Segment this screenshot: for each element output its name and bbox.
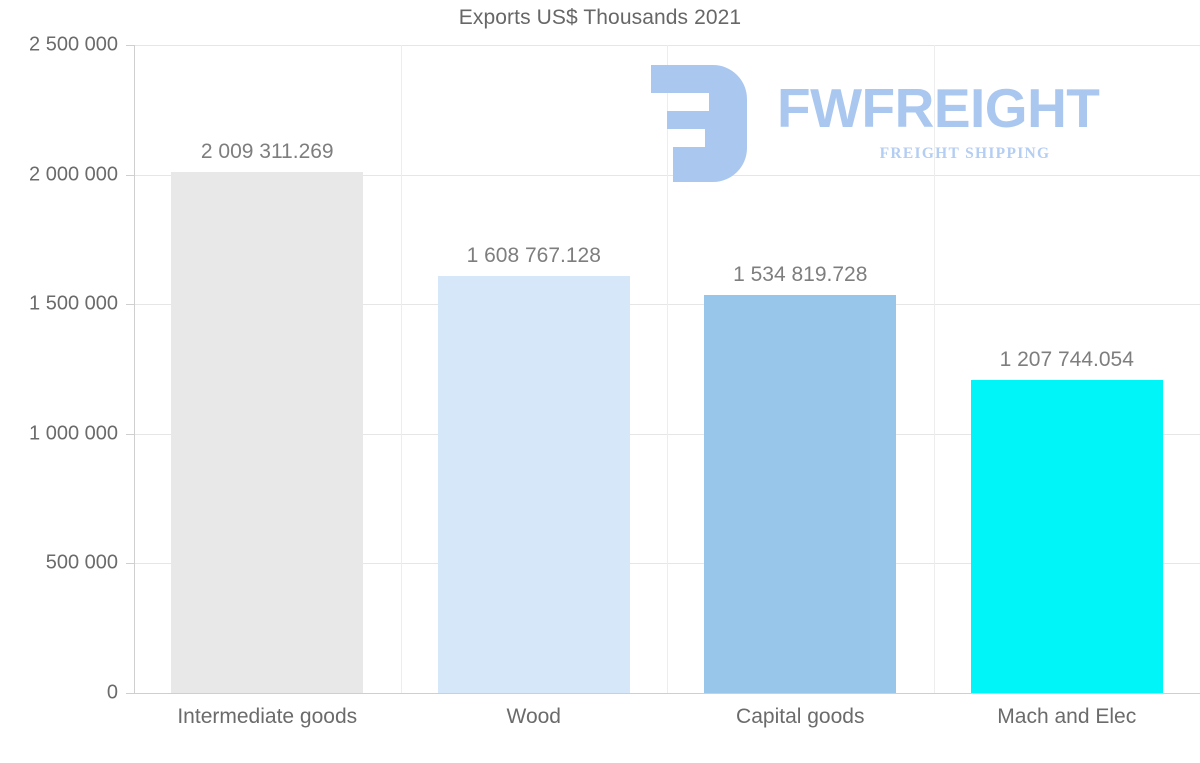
gridline-vertical [934,45,935,693]
chart-title: Exports US$ Thousands 2021 [458,6,742,29]
y-axis-tick-mark [126,174,134,176]
y-axis: 0 500 000 1 000 000 1 500 000 2 000 000 2 500… [0,0,134,763]
y-axis-tick-label: 2 000 000 [29,163,118,186]
y-axis-tick-label: 500 000 [45,551,118,574]
bar-value-label: 2 009 311.269 [200,140,334,164]
gridline-vertical [401,45,402,693]
gridline-horizontal [134,693,1200,694]
bar[interactable] [704,295,897,693]
y-axis-tick-mark [126,45,134,46]
bar-value-label: 1 534 819.728 [733,263,868,287]
plot-area: 2 009 311.269 1 608 767.128 1 534 819.728 1… [134,45,1200,694]
bar-value-label: 1 608 767.128 [466,244,601,267]
x-axis-tick-label: Intermediate goods [177,705,358,728]
y-axis-tick-label: 2 500 000 [29,33,118,56]
y-axis-tick-mark [126,433,134,435]
y-axis-tick-label: 0 [106,681,118,704]
x-axis-tick-label: Mach and Elec [997,705,1137,728]
y-axis-tick-mark [126,563,134,565]
x-axis-tick-label: Wood [506,705,561,728]
y-axis-tick-label: 1 000 000 [29,422,118,445]
bar[interactable] [970,379,1163,693]
y-axis-tick-mark [126,693,134,694]
y-axis-line [134,45,135,693]
x-axis-tick-label: Capital goods [736,705,865,728]
y-axis-tick-mark [126,304,134,306]
bar[interactable] [171,172,364,693]
bar-value-label: 1 207 744.054 [999,347,1134,371]
gridline-vertical [667,45,668,693]
y-axis-tick-label: 1 500 000 [29,292,118,315]
bar[interactable] [437,276,630,693]
